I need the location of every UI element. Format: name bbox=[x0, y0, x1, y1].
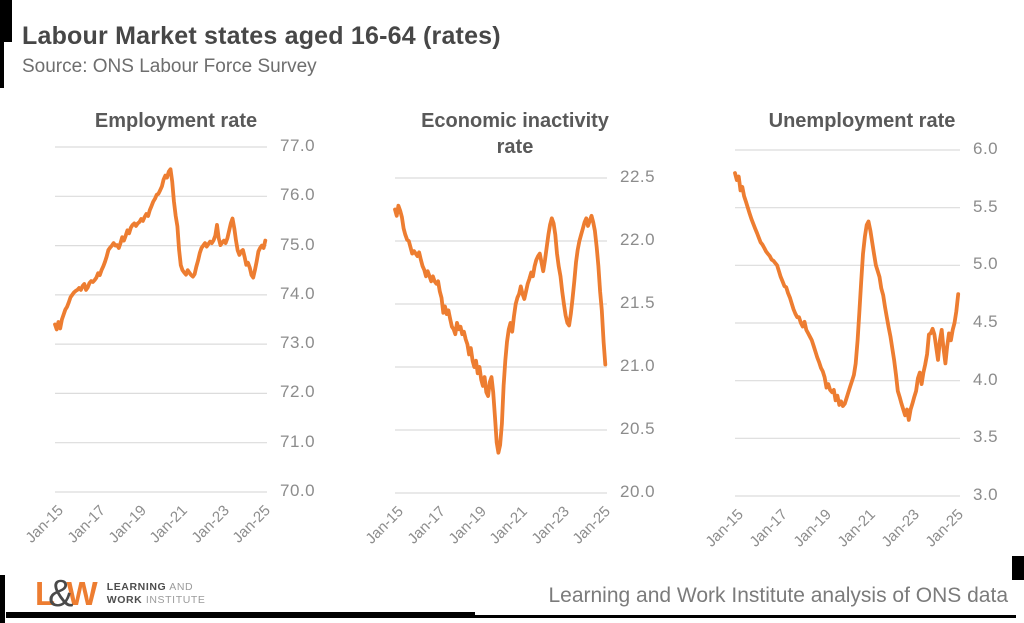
y-tick-label: 22.5 bbox=[620, 167, 656, 186]
unemployment-rate-chart: Unemployment rate 6.0 5.5 5.0 4.5 4.0 3.5 3.0 J… bbox=[703, 104, 1012, 584]
economic-inactivity-chart: Economic inactivity rate 22.5 22.0 21.5 21.… bbox=[363, 104, 660, 584]
x-tick-label: Jan-25 bbox=[922, 506, 967, 551]
corner-mark-right bbox=[1012, 556, 1024, 580]
chart-title-inactivity: Economic inactivity rate bbox=[421, 110, 609, 158]
x-tick-label: Jan-17 bbox=[63, 502, 109, 547]
bottom-bar-thin bbox=[475, 615, 1016, 618]
y-tick-label: 5.0 bbox=[973, 254, 999, 274]
learning-and-work-institute-logo: L & W LEARNING AND WORK INSTITUTE bbox=[35, 573, 206, 615]
corner-mark-bottom-left bbox=[0, 575, 5, 623]
employment-rate-line bbox=[53, 167, 268, 332]
x-tick-label: Jan-19 bbox=[790, 506, 835, 551]
corner-mark-top-left-thin bbox=[0, 0, 4, 88]
x-tick-label: Jan-15 bbox=[702, 506, 748, 551]
y-tick-label: 74.0 bbox=[280, 283, 316, 303]
y-tick-label: 4.0 bbox=[973, 369, 999, 389]
y-tick-label: 3.5 bbox=[973, 427, 999, 447]
economic-inactivity-rate-line bbox=[393, 203, 608, 455]
logo-letter-l: L bbox=[35, 575, 56, 612]
logo-letter-w: W bbox=[66, 575, 98, 612]
y-tick-label: 21.0 bbox=[620, 356, 656, 375]
page-source: Source: ONS Labour Force Survey bbox=[22, 56, 317, 77]
y-tick-label: 3.0 bbox=[973, 485, 999, 504]
header: Labour Market states aged 16-64 (rates) … bbox=[22, 22, 501, 78]
logo-line1-bold: LEARNING bbox=[106, 580, 167, 593]
page-title: Labour Market states aged 16-64 (rates) bbox=[22, 22, 501, 50]
y-tick-label: 75.0 bbox=[280, 234, 316, 254]
y-tick-label: 4.5 bbox=[973, 312, 999, 331]
unemployment-rate-line bbox=[733, 171, 961, 422]
y-tick-label: 6.0 bbox=[973, 139, 999, 158]
x-tick-label: Jan-15 bbox=[362, 503, 408, 548]
logo-line2-rest: INSTITUTE bbox=[142, 593, 206, 606]
y-tick-label: 77.0 bbox=[280, 136, 316, 155]
x-tick-label: Jan-23 bbox=[188, 502, 233, 547]
y-tick-label: 21.5 bbox=[620, 293, 656, 312]
y-tick-label: 73.0 bbox=[280, 333, 316, 353]
logo-line2-bold: WORK bbox=[106, 593, 143, 606]
x-tick-label: Jan-15 bbox=[22, 502, 68, 547]
y-tick-label: 70.0 bbox=[280, 481, 316, 500]
y-tick-label: 71.0 bbox=[280, 431, 316, 451]
x-tick-label: Jan-21 bbox=[146, 502, 192, 547]
economic-inactivity-rate-plot bbox=[393, 177, 608, 494]
unemployment-rate-plot bbox=[733, 149, 961, 497]
x-tick-label: Jan-17 bbox=[403, 503, 449, 548]
lw-logo-icon: L & W bbox=[35, 573, 98, 615]
x-tick-label: Jan-21 bbox=[486, 503, 532, 548]
chart-title-employment: Employment rate bbox=[94, 110, 258, 132]
y-tick-label: 5.5 bbox=[973, 196, 999, 216]
y-tick-label: 76.0 bbox=[280, 185, 316, 205]
logo-wordmark: LEARNING AND WORK INSTITUTE bbox=[107, 581, 206, 607]
bottom-bar-thick bbox=[6, 612, 475, 618]
attribution-text: Learning and Work Institute analysis of … bbox=[548, 584, 1008, 607]
employment-rate-plot bbox=[53, 146, 268, 493]
x-tick-label: Jan-23 bbox=[878, 506, 923, 551]
y-tick-label: 20.5 bbox=[620, 419, 656, 438]
x-tick-label: Jan-19 bbox=[105, 502, 150, 547]
y-tick-label: 72.0 bbox=[280, 382, 316, 402]
employment-rate-chart: Employment rate 77.0 76.0 75.0 74.0 73.0 72.0… bbox=[23, 104, 322, 584]
y-tick-label: 22.0 bbox=[620, 230, 656, 249]
x-tick-label: Jan-17 bbox=[746, 506, 791, 551]
logo-ampersand: & bbox=[48, 573, 74, 615]
x-tick-label: Jan-19 bbox=[445, 503, 490, 548]
x-tick-label: Jan-25 bbox=[569, 503, 614, 548]
x-tick-label: Jan-25 bbox=[229, 502, 274, 547]
x-tick-label: Jan-21 bbox=[834, 506, 879, 551]
chart-title-unemployment: Unemployment rate bbox=[768, 110, 956, 132]
x-tick-label: Jan-23 bbox=[528, 503, 573, 548]
logo-line1-rest: AND bbox=[166, 580, 194, 593]
y-tick-label: 20.0 bbox=[620, 482, 656, 501]
